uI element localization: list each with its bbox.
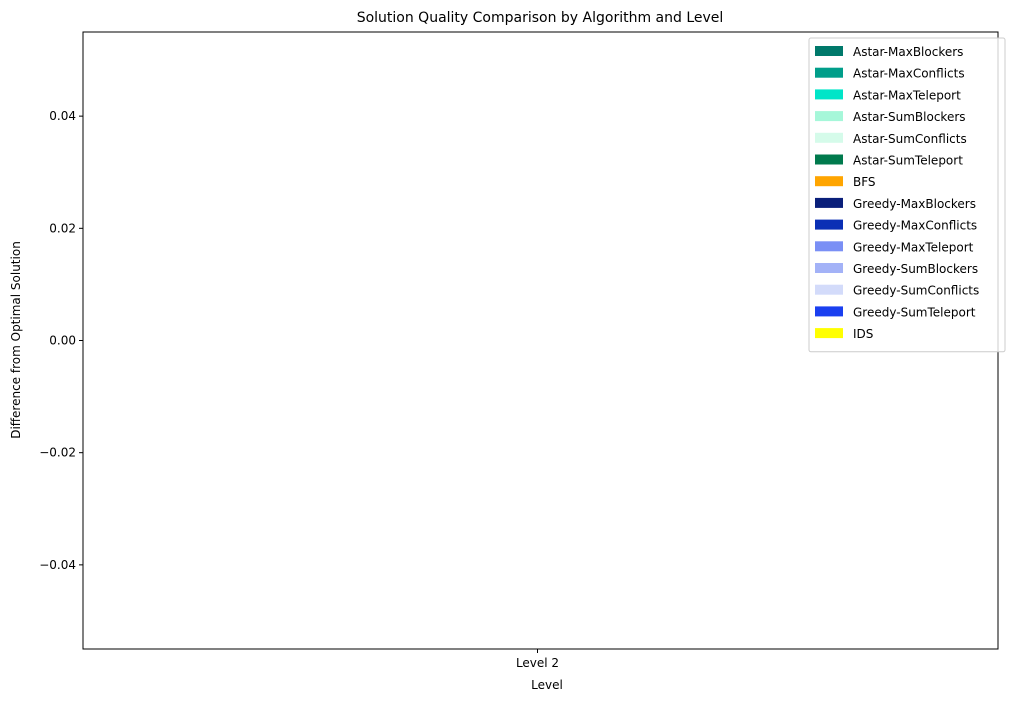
y-tick-label: −0.02 xyxy=(39,446,76,460)
y-tick-label: 0.00 xyxy=(49,334,76,348)
legend-swatch xyxy=(815,46,843,56)
legend-swatch xyxy=(815,284,843,295)
legend-entry: Greedy-SumTeleport xyxy=(853,305,976,319)
legend-swatch xyxy=(815,176,843,187)
legend-swatch xyxy=(815,241,843,252)
legend-entry: Greedy-MaxBlockers xyxy=(853,197,976,211)
legend-entry: Greedy-SumConflicts xyxy=(853,284,979,298)
legend-swatch xyxy=(815,111,843,122)
legend-entry: Greedy-MaxConflicts xyxy=(853,219,977,233)
x-tick-label: Level 2 xyxy=(516,656,559,670)
legend-entry: Astar-MaxBlockers xyxy=(853,45,963,59)
y-tick-label: 0.02 xyxy=(49,221,76,235)
legend-swatch xyxy=(815,132,843,143)
chart-title: Solution Quality Comparison by Algorithm… xyxy=(357,10,724,26)
legend-entry: Astar-SumConflicts xyxy=(853,132,967,146)
legend-frame xyxy=(808,37,1006,353)
legend-entry: IDS xyxy=(853,327,873,341)
legend-swatch xyxy=(815,154,843,165)
legend-entry: Astar-MaxConflicts xyxy=(853,67,965,81)
x-axis-label: Level xyxy=(531,678,563,692)
y-tick-label: −0.04 xyxy=(39,558,76,572)
legend-swatch xyxy=(815,306,843,317)
legend-swatch xyxy=(815,197,843,208)
legend-entry: Astar-SumTeleport xyxy=(853,154,963,168)
legend: Astar-MaxBlockers Astar-MaxConflicts Astar… xyxy=(808,37,1006,353)
legend-swatch xyxy=(815,328,843,339)
legend-swatch xyxy=(815,67,843,78)
legend-swatch xyxy=(815,89,843,100)
legend-entry: Astar-MaxTeleport xyxy=(853,88,961,102)
x-axis-ticks: Level 2 xyxy=(516,649,559,670)
legend-swatch xyxy=(815,263,843,273)
legend-entry: Greedy-SumBlockers xyxy=(853,262,978,276)
y-tick-label: 0.04 xyxy=(49,109,76,123)
legend-entry: Astar-SumBlockers xyxy=(853,110,966,124)
y-axis-ticks: −0.04 −0.02 0.00 0.02 0.04 xyxy=(39,109,83,572)
legend-entry: Greedy-MaxTeleport xyxy=(853,240,974,254)
legend-swatch xyxy=(815,219,843,230)
legend-entry: BFS xyxy=(853,175,876,189)
y-axis-label: Difference from Optimal Solution xyxy=(9,241,23,439)
